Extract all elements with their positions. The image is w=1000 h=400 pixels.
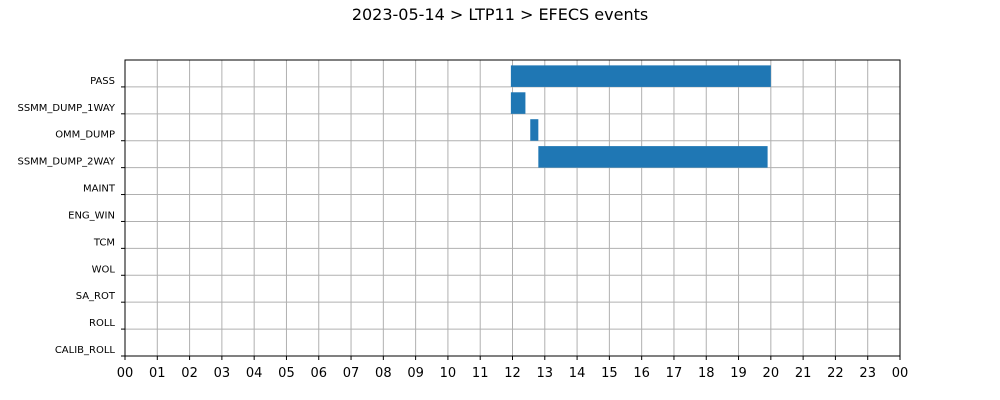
y-gridlines xyxy=(125,86,900,330)
event-bar xyxy=(538,146,768,168)
x-tick-label: 17 xyxy=(666,366,683,381)
event-bar xyxy=(530,119,539,141)
event-bars xyxy=(510,65,771,168)
x-tick-label: 00 xyxy=(892,366,909,381)
y-tick-label: SSMM_DUMP_2WAY xyxy=(17,157,115,168)
y-tick-label: WOL xyxy=(92,264,116,275)
x-tick-label: 11 xyxy=(472,366,489,381)
x-tick-label: 01 xyxy=(149,366,166,381)
x-tick-label: 10 xyxy=(440,366,457,381)
x-tick-label: 22 xyxy=(827,366,844,381)
x-tick-label: 08 xyxy=(375,366,392,381)
y-tick-label: PASS xyxy=(90,76,115,87)
y-tick-label: ROLL xyxy=(89,318,115,329)
x-tick-label: 04 xyxy=(246,366,263,381)
x-tick-label: 18 xyxy=(698,366,715,381)
x-tick-label: 19 xyxy=(730,366,747,381)
x-tick-label: 20 xyxy=(763,366,780,381)
y-tick-label: SA_ROT xyxy=(76,291,116,302)
y-tick-label: CALIB_ROLL xyxy=(55,345,116,356)
x-tick-label: 06 xyxy=(310,366,327,381)
event-bar xyxy=(510,65,771,87)
x-tick-label: 15 xyxy=(601,366,618,381)
y-tick-label: SSMM_DUMP_1WAY xyxy=(17,103,115,114)
x-tick-label: 13 xyxy=(537,366,554,381)
y-tick-label: OMM_DUMP xyxy=(55,130,115,141)
x-tick-label: 16 xyxy=(633,366,650,381)
x-tick-label: 14 xyxy=(569,366,586,381)
x-tick-label: 12 xyxy=(504,366,521,381)
x-tick-label: 05 xyxy=(278,366,295,381)
x-tick-label: 23 xyxy=(859,366,876,381)
x-tick-label: 02 xyxy=(181,366,198,381)
chart-title: 2023-05-14 > LTP11 > EFECS events xyxy=(351,5,649,24)
x-tick-label: 09 xyxy=(407,366,424,381)
x-tick-label: 03 xyxy=(214,366,231,381)
y-tick-label: TCM xyxy=(93,237,115,248)
x-tick-label: 21 xyxy=(795,366,812,381)
x-axis-ticks: 00 01 02 03 04 05 06 07 08 09 10 11 12 13 14 15 16 17 18 19… xyxy=(117,356,909,381)
x-tick-label: 07 xyxy=(343,366,360,381)
y-tick-label: MAINT xyxy=(83,184,116,195)
event-bar xyxy=(510,92,526,114)
y-axis-ticks: PASS SSMM_DUMP_1WAY OMM_DUMP SSMM_DUMP_2WAY… xyxy=(17,76,125,357)
x-tick-label: 00 xyxy=(117,366,134,381)
y-tick-label: ENG_WIN xyxy=(68,210,115,221)
